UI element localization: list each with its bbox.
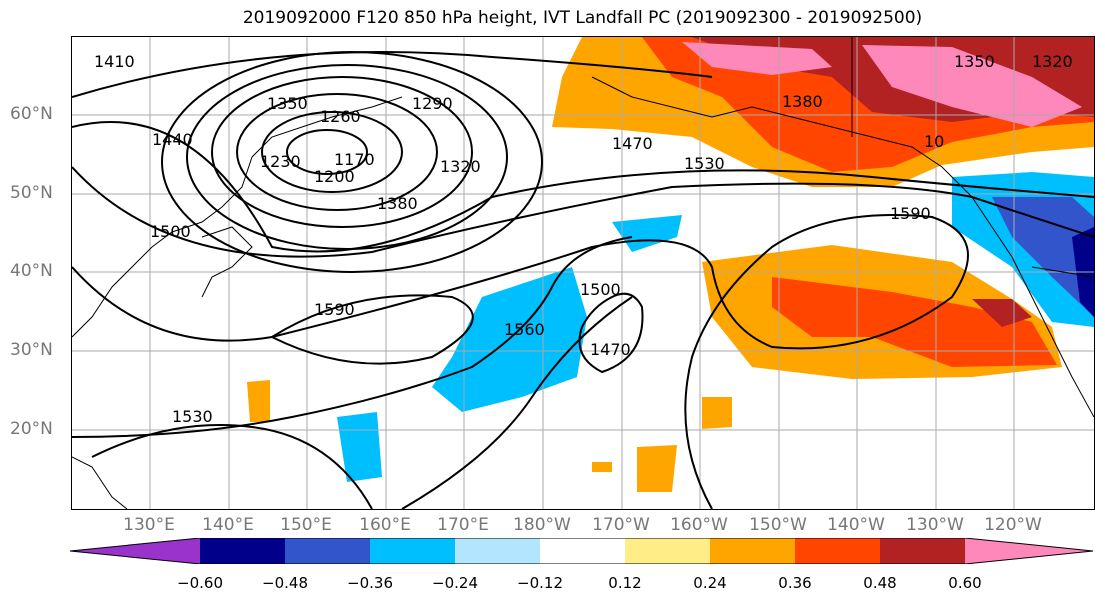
contour-label: 1170 bbox=[334, 150, 375, 169]
lon-label: 150°E bbox=[280, 515, 332, 535]
colorbar-segment bbox=[370, 538, 455, 564]
lat-label: 40°N bbox=[10, 261, 53, 281]
colorbar-segment bbox=[285, 538, 370, 564]
colorbar-segment bbox=[455, 538, 540, 564]
contour-label: 1350 bbox=[267, 94, 308, 113]
colorbar-segment bbox=[70, 538, 200, 564]
colorbar-tick: −0.24 bbox=[432, 574, 478, 592]
colorbar-tick: −0.12 bbox=[517, 574, 563, 592]
lon-label: 170°W bbox=[592, 515, 650, 535]
colorbar-tick: 0.24 bbox=[693, 574, 727, 592]
colorbar bbox=[70, 538, 1094, 564]
contour-label: 1200 bbox=[314, 167, 355, 186]
colorbar-segment bbox=[795, 538, 880, 564]
colorbar-segment bbox=[200, 538, 285, 564]
contour-label: 1560 bbox=[504, 320, 545, 339]
lon-label: 160°W bbox=[670, 515, 728, 535]
contour-label: 1530 bbox=[172, 407, 213, 426]
contour-label: 1260 bbox=[320, 107, 361, 126]
contour-label: 1470 bbox=[590, 340, 631, 359]
contour-label: 1500 bbox=[150, 222, 191, 241]
map-panel: 1410 1350 1260 1290 1230 1440 1170 1200 … bbox=[71, 36, 1095, 510]
colorbar-segment bbox=[540, 538, 625, 564]
colorbar-segment bbox=[625, 538, 710, 564]
height-contours bbox=[72, 51, 1094, 509]
contour-label: 1320 bbox=[440, 157, 481, 176]
contour-label: 1410 bbox=[94, 52, 135, 71]
contour-label: 1590 bbox=[314, 300, 355, 319]
graticule bbox=[72, 37, 1094, 509]
coastlines bbox=[72, 37, 1094, 509]
lon-label: 130°W bbox=[906, 515, 964, 535]
colorbar-tick: −0.48 bbox=[262, 574, 308, 592]
colorbar-tick: 0.60 bbox=[948, 574, 982, 592]
lon-label: 160°E bbox=[359, 515, 411, 535]
colorbar-tick: −0.36 bbox=[347, 574, 393, 592]
lon-label: 130°E bbox=[123, 515, 175, 535]
colorbar-tick: 0.12 bbox=[608, 574, 642, 592]
contour-label: 1320 bbox=[1032, 52, 1073, 71]
map-canvas: 1410 1350 1260 1290 1230 1440 1170 1200 … bbox=[72, 37, 1094, 509]
lon-label: 170°E bbox=[437, 515, 489, 535]
contour-label: 1440 bbox=[152, 130, 193, 149]
colorbar-segment bbox=[965, 538, 1093, 564]
contour-label: 1500 bbox=[580, 280, 621, 299]
contour-label: 1290 bbox=[412, 94, 453, 113]
colorbar-segment bbox=[880, 538, 965, 564]
colorbar-outline bbox=[70, 538, 1094, 564]
colorbar-tick: 0.48 bbox=[863, 574, 897, 592]
lat-label: 60°N bbox=[10, 104, 53, 124]
contour-label: 1380 bbox=[377, 194, 418, 213]
contour-label: 10 bbox=[924, 132, 944, 151]
lat-label: 30°N bbox=[10, 340, 53, 360]
contour-label: 1230 bbox=[260, 152, 301, 171]
colorbar-tick: −0.60 bbox=[177, 574, 223, 592]
lon-label: 140°W bbox=[827, 515, 885, 535]
lon-label: 180°W bbox=[513, 515, 571, 535]
lat-label: 50°N bbox=[10, 183, 53, 203]
lon-label: 140°E bbox=[202, 515, 254, 535]
map-title: 2019092000 F120 850 hPa height, IVT Land… bbox=[242, 8, 923, 28]
contour-label: 1350 bbox=[954, 52, 995, 71]
lon-label: 120°W bbox=[984, 515, 1042, 535]
lat-label: 20°N bbox=[10, 419, 53, 439]
contour-label: 1470 bbox=[612, 134, 653, 153]
contour-label: 1590 bbox=[890, 204, 931, 223]
colorbar-tick: 0.36 bbox=[778, 574, 812, 592]
colorbar-segment bbox=[710, 538, 795, 564]
ivt-shading bbox=[247, 37, 1094, 492]
lon-label: 150°W bbox=[749, 515, 807, 535]
contour-labels: 1410 1350 1260 1290 1230 1440 1170 1200 … bbox=[94, 52, 1073, 426]
contour-label: 1530 bbox=[684, 154, 725, 173]
contour-label: 1380 bbox=[782, 92, 823, 111]
